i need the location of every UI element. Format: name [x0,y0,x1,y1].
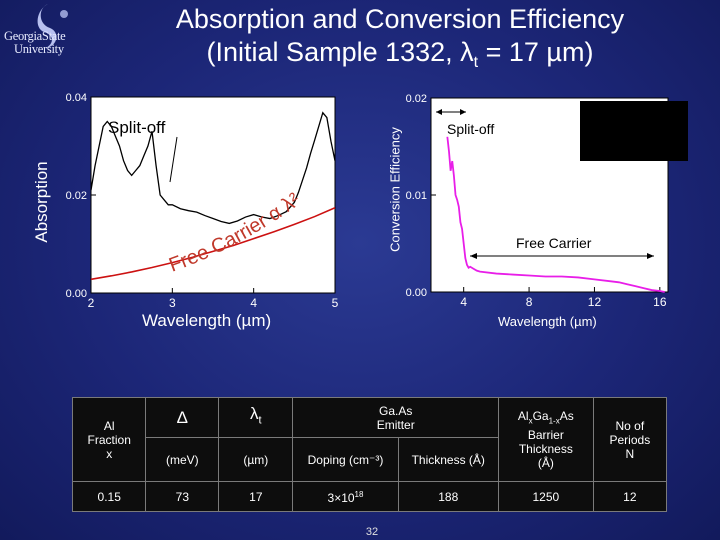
logo-line1: GeorgiaState [4,29,66,43]
header-lambda-unit: (µm) [218,437,294,482]
header-delta-unit: (meV) [145,437,220,482]
eff-x-tick-label: 4 [460,295,467,309]
page-number: 32 [365,526,379,538]
header-periods: No of Periods N [592,397,668,482]
abs-x-tick-label: 2 [88,296,95,310]
abs-y-tick-label: 0.04 [66,92,87,104]
eff-xlabel: Wavelength (µm) [498,314,597,329]
header-thickness: Thickness (Å) [397,437,499,482]
cell-barrier-thickness: 1250 [497,481,594,512]
black-box [580,101,688,161]
free-carrier-arrowheads [470,253,654,259]
eff-x-tick-label: 12 [588,295,602,309]
parameters-table: Al Fraction x Δ λt Ga.As Emitter AlxGa1-… [71,397,668,512]
header-emitter: Ga.As Emitter [292,397,499,438]
split-off-arrow [169,136,178,183]
eff-y-tick-label: 0.02 [406,93,427,105]
split-off-arrowheads [436,109,466,115]
slide-subtitle: (Initial Sample 1332, λt = 17 µm) [206,37,594,71]
table-row: 0.15 73 17 3×1018 188 1250 12 [71,481,668,512]
eff-x-tick-label: 8 [526,295,533,309]
abs-x-tick-label: 5 [332,296,339,310]
header-al-fraction: Al Fraction x [71,397,147,482]
cell-thickness: 188 [397,481,499,512]
abs-ylabel: Absorption [32,161,51,243]
header-doping: Doping (cm⁻³) [292,437,399,482]
cell-periods: 12 [592,481,668,512]
abs-free-carrier-label: Free Carrier α λ² [166,189,304,277]
eff-x-tick-label: 16 [653,295,667,309]
slide-title: Absorption and Conversion Efficiency [175,4,625,34]
free-carrier-fit-curve [90,207,336,281]
cell-doping: 3×1018 [292,481,399,512]
abs-split-off-label: Split-off [108,118,166,137]
university-logo [37,4,68,48]
header-barrier: AlxGa1-xAs Barrier Thickness (Å) [497,397,594,482]
eff-free-carrier-label: Free Carrier [516,235,592,251]
logo-line2: University [14,42,64,56]
eff-y-tick-label: 0.01 [406,190,427,202]
eff-ylabel: Conversion Efficiency [387,127,403,252]
header-delta-symbol: Δ [145,397,220,438]
abs-xlabel: Wavelength (µm) [142,311,272,330]
abs-y-tick-label: 0.00 [66,288,87,300]
cell-lambda: 17 [218,481,294,512]
cell-x: 0.15 [71,481,147,512]
cell-delta: 73 [145,481,220,512]
eff-split-off-label: Split-off [447,121,495,137]
header-lambda-symbol: λt [218,397,294,438]
eff-y-tick-label: 0.00 [406,287,427,299]
abs-x-tick-label: 4 [250,296,257,310]
abs-x-tick-label: 3 [169,296,176,310]
logo-text: GeorgiaState University [4,29,66,56]
abs-y-tick-label: 0.02 [66,190,87,202]
